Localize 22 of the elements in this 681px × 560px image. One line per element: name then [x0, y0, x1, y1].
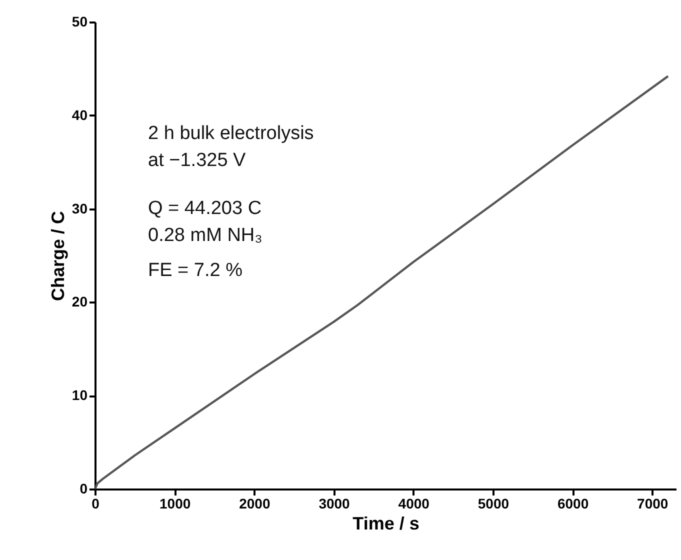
y-tick-label: 40	[72, 106, 88, 123]
y-tick-label: 30	[72, 200, 88, 216]
x-tick-label: 5000	[478, 496, 510, 512]
x-tick-label: 2000	[239, 496, 270, 512]
annotation: 0.28 mM NH₃	[148, 225, 262, 246]
annotation: Q = 44.203 C	[148, 198, 262, 219]
y-axis-title: Charge / C	[48, 210, 68, 302]
x-tick-label: 0	[92, 496, 100, 512]
y-tick-label: 20	[72, 294, 88, 310]
annotation: FE = 7.2 %	[148, 260, 243, 281]
x-tick-label: 4000	[398, 496, 430, 512]
annotation: at −1.325 V	[148, 150, 246, 171]
x-tick-label: 3000	[318, 496, 350, 512]
x-axis-title: Time / s	[352, 514, 420, 534]
y-tick-label: 50	[72, 14, 88, 30]
y-tick-label: 0	[80, 480, 88, 496]
x-tick-label: 6000	[557, 496, 589, 512]
x-tick-label: 7000	[637, 496, 668, 512]
line-series	[95, 75, 670, 489]
annotation: 2 h bulk electrolysis	[148, 123, 314, 144]
y-tick-label: 10	[72, 387, 88, 404]
x-tick-label: 1000	[160, 496, 191, 512]
